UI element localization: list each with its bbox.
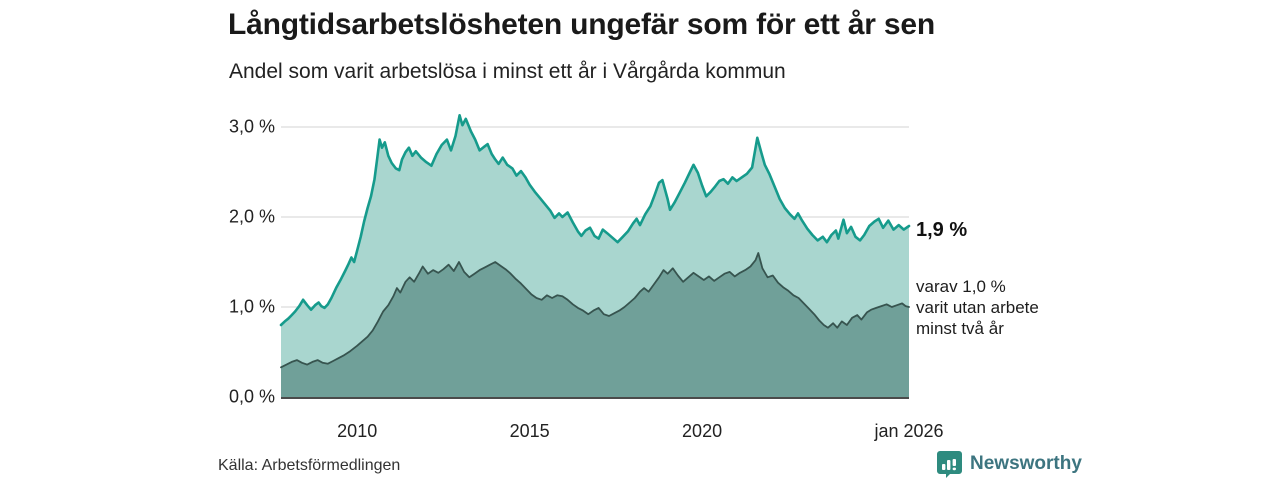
line-series-0: [279, 114, 911, 327]
series-end-value-label: 1,9 %: [916, 219, 968, 241]
chart-subtitle: Andel som varit arbetslösa i minst ett å…: [229, 60, 786, 83]
x-tick-label: jan 2026: [874, 421, 944, 441]
end-note-line-1: varav 1,0 %: [916, 277, 1006, 296]
newsworthy-chart-bubble-icon: [937, 451, 962, 478]
series-end-note: varav 1,0 % varit utan arbete minst två …: [916, 276, 1039, 339]
end-note-line-2: varit utan arbete: [916, 298, 1039, 317]
x-tick-label: 2015: [509, 421, 550, 441]
x-tick-label: 2010: [337, 421, 378, 441]
page-title: Långtidsarbetslösheten ungefär som för e…: [228, 8, 936, 41]
y-tick-label: 3,0 %: [228, 116, 275, 137]
source-attribution: Källa: Arbetsförmedlingen: [218, 457, 401, 474]
newsworthy-logo: Newsworthy: [936, 450, 1082, 478]
y-tick-label: 1,0 %: [228, 296, 275, 317]
line-series-1: [280, 252, 910, 369]
y-tick-label: 2,0 %: [228, 206, 275, 227]
x-tick-label: 2020: [682, 421, 723, 441]
newsworthy-wordmark: Newsworthy: [970, 453, 1082, 474]
y-tick-label: 0,0 %: [228, 386, 275, 407]
end-note-line-3: minst två år: [916, 319, 1004, 338]
area-series-1: [281, 253, 909, 397]
